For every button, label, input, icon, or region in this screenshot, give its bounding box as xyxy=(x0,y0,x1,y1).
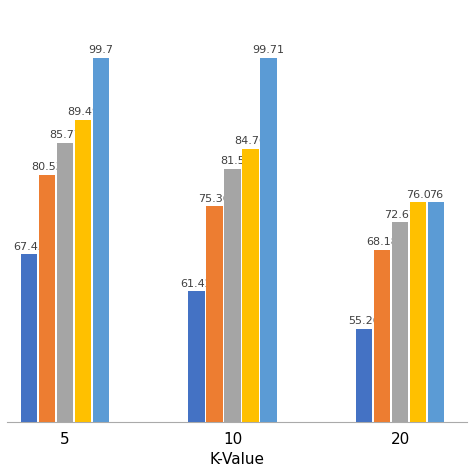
Text: 55.26: 55.26 xyxy=(348,316,380,326)
Text: 75.36: 75.36 xyxy=(199,193,230,204)
Bar xyxy=(93,57,109,474)
Bar xyxy=(392,222,408,474)
Text: 85.77: 85.77 xyxy=(49,130,81,140)
Bar xyxy=(410,202,427,474)
Bar xyxy=(224,169,241,474)
Bar xyxy=(260,57,277,474)
Bar xyxy=(206,206,223,474)
X-axis label: K-Value: K-Value xyxy=(210,452,264,467)
Text: 81.5: 81.5 xyxy=(220,156,245,166)
Bar xyxy=(38,174,55,474)
Bar xyxy=(75,120,91,474)
Text: 99.71: 99.71 xyxy=(253,45,284,55)
Text: 61.42: 61.42 xyxy=(181,279,212,289)
Bar xyxy=(56,143,73,474)
Text: 80.53: 80.53 xyxy=(31,162,63,172)
Text: 67.45: 67.45 xyxy=(13,242,45,252)
Bar xyxy=(242,149,259,474)
Text: 72.67: 72.67 xyxy=(384,210,416,220)
Text: 99.7: 99.7 xyxy=(89,45,114,55)
Bar xyxy=(356,328,372,474)
Text: 89.49: 89.49 xyxy=(67,108,99,118)
Text: 68.18: 68.18 xyxy=(366,237,398,247)
Bar xyxy=(374,250,390,474)
Text: 76: 76 xyxy=(429,190,443,200)
Bar xyxy=(20,255,37,474)
Text: 76.0: 76.0 xyxy=(406,190,430,200)
Bar xyxy=(188,291,205,474)
Bar xyxy=(428,202,445,474)
Text: 84.76: 84.76 xyxy=(235,137,266,146)
